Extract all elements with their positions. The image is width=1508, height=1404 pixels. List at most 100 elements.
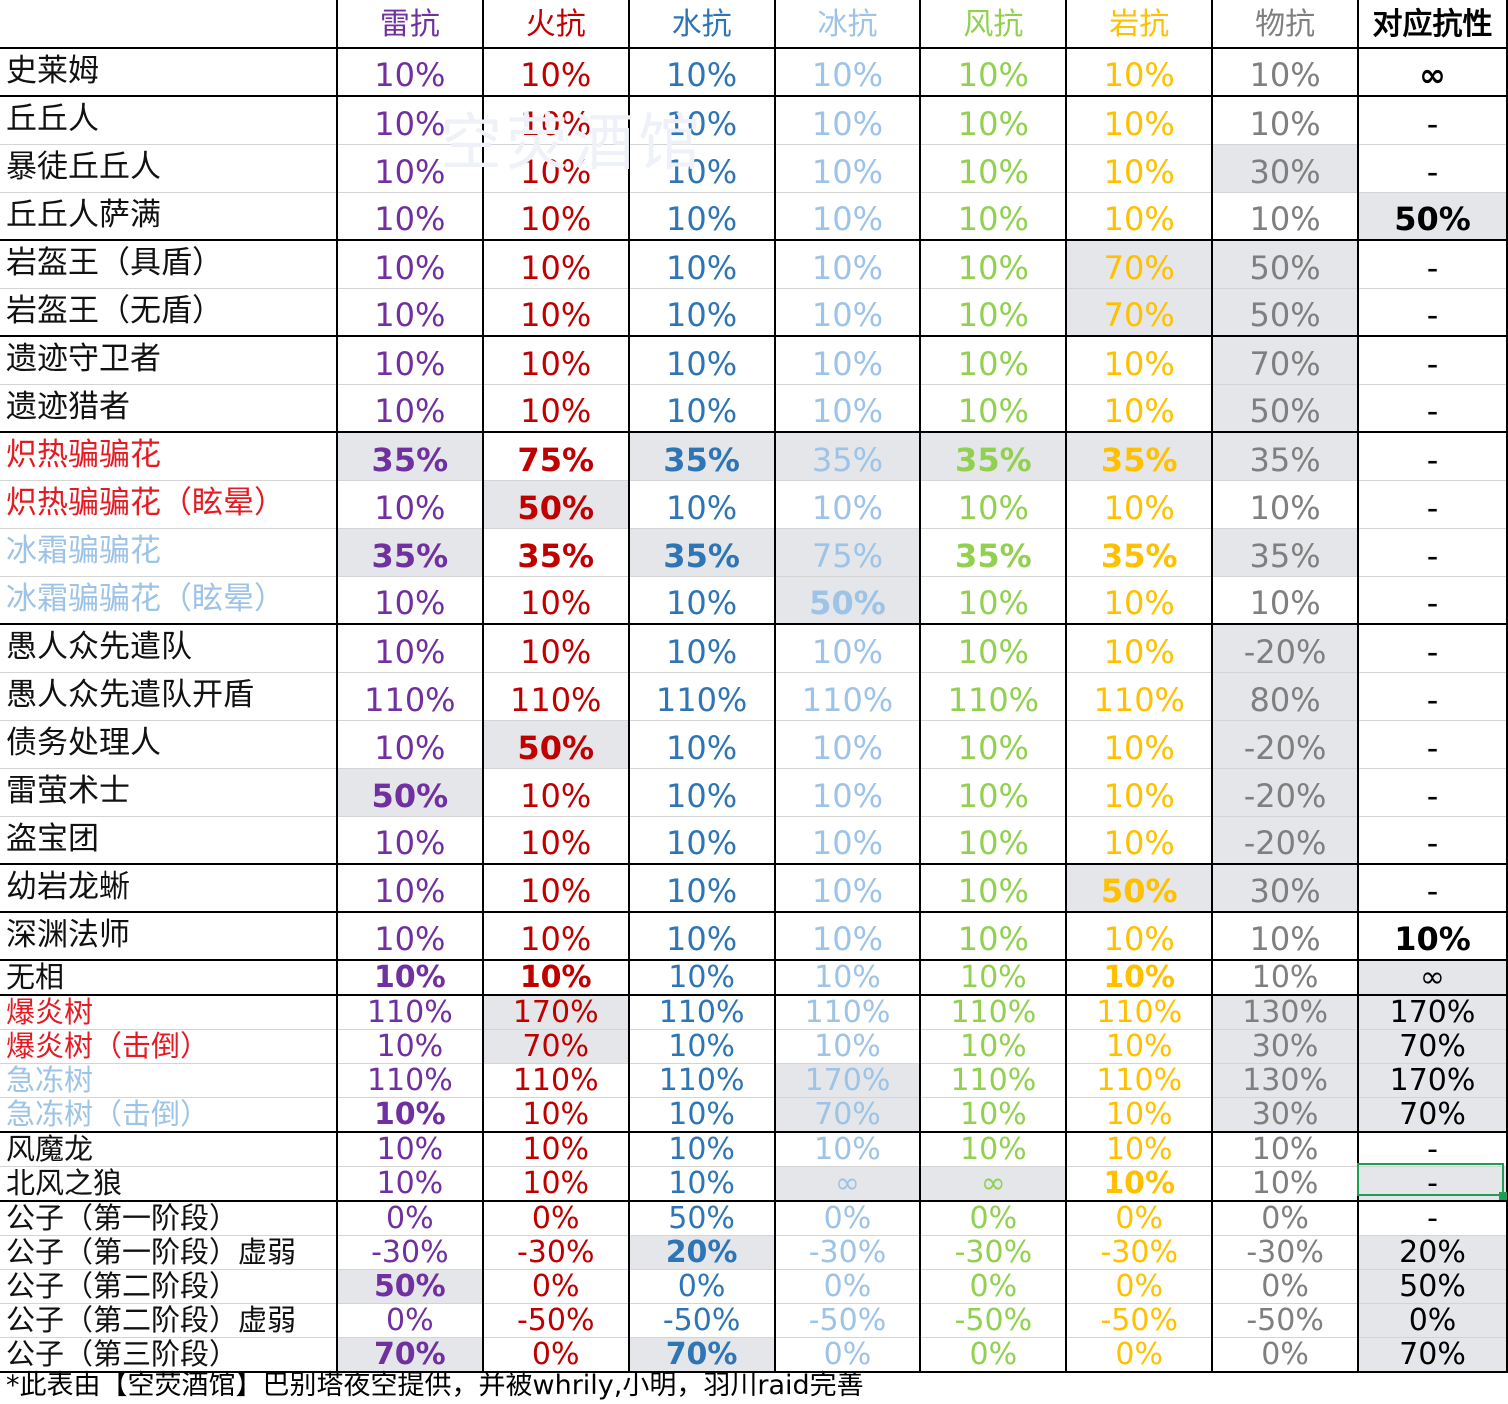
resistance-value-cell[interactable]: 10% xyxy=(1066,48,1212,96)
resistance-value-cell[interactable]: 0% xyxy=(1066,1201,1212,1236)
resistance-value-cell[interactable]: 10% xyxy=(775,48,921,96)
resistance-value-cell[interactable]: 50% xyxy=(629,1201,775,1236)
resistance-value-cell[interactable]: 70% xyxy=(1066,288,1212,336)
resistance-value-cell[interactable]: 35% xyxy=(1066,432,1212,480)
enemy-name-cell[interactable]: 冰霜骗骗花（眩晕） xyxy=(0,576,337,624)
enemy-name-cell[interactable]: 遗迹猎者 xyxy=(0,384,337,432)
resistance-value-cell[interactable]: 110% xyxy=(920,1064,1066,1098)
enemy-name-cell[interactable]: 公子（第二阶段）虚弱 xyxy=(0,1304,337,1338)
resistance-value-cell[interactable]: 110% xyxy=(775,672,921,720)
resistance-value-cell[interactable]: 10% xyxy=(775,288,921,336)
enemy-name-cell[interactable]: 岩盔王（无盾） xyxy=(0,288,337,336)
resistance-value-cell[interactable]: 10% xyxy=(1066,144,1212,192)
resistance-value-cell[interactable]: 110% xyxy=(1066,1064,1212,1098)
resistance-value-cell[interactable]: 70% xyxy=(629,1338,775,1373)
resistance-value-cell[interactable]: 0% xyxy=(1212,1201,1358,1236)
enemy-name-cell[interactable]: 炽热骗骗花 xyxy=(0,432,337,480)
resistance-value-cell[interactable]: 10% xyxy=(1212,192,1358,240)
resistance-value-cell[interactable]: 110% xyxy=(920,672,1066,720)
resistance-value-cell[interactable]: 130% xyxy=(1212,1064,1358,1098)
resistance-value-cell[interactable]: 170% xyxy=(1358,995,1507,1030)
resistance-value-cell[interactable]: 35% xyxy=(775,432,921,480)
resistance-value-cell[interactable]: 80% xyxy=(1212,672,1358,720)
resistance-value-cell[interactable]: 10% xyxy=(920,864,1066,912)
resistance-value-cell[interactable]: 70% xyxy=(483,1030,629,1064)
resistance-value-cell[interactable]: 35% xyxy=(337,528,483,576)
resistance-value-cell[interactable]: ∞ xyxy=(920,1167,1066,1202)
resistance-value-cell[interactable]: 10% xyxy=(775,192,921,240)
resistance-value-cell[interactable]: 70% xyxy=(1358,1098,1507,1133)
resistance-value-cell[interactable]: 110% xyxy=(483,672,629,720)
resistance-value-cell[interactable]: 10% xyxy=(337,720,483,768)
resistance-value-cell[interactable]: - xyxy=(1358,240,1507,288)
resistance-value-cell[interactable]: 10% xyxy=(629,1030,775,1064)
resistance-value-cell[interactable]: 10% xyxy=(920,192,1066,240)
enemy-name-cell[interactable]: 愚人众先遣队开盾 xyxy=(0,672,337,720)
resistance-value-cell[interactable]: 35% xyxy=(920,432,1066,480)
resistance-value-cell[interactable]: 0% xyxy=(920,1270,1066,1304)
enemy-name-cell[interactable]: 冰霜骗骗花 xyxy=(0,528,337,576)
resistance-value-cell[interactable]: -30% xyxy=(920,1236,1066,1270)
resistance-value-cell[interactable]: 10% xyxy=(629,768,775,816)
enemy-name-cell[interactable]: 愚人众先遣队 xyxy=(0,624,337,672)
enemy-name-cell[interactable]: 公子（第二阶段） xyxy=(0,1270,337,1304)
resistance-value-cell[interactable]: 0% xyxy=(483,1270,629,1304)
resistance-value-cell[interactable]: -30% xyxy=(337,1236,483,1270)
resistance-value-cell[interactable]: -20% xyxy=(1212,816,1358,864)
resistance-value-cell[interactable]: 10% xyxy=(775,816,921,864)
resistance-value-cell[interactable]: 10% xyxy=(483,1098,629,1133)
resistance-value-cell[interactable]: 10% xyxy=(920,720,1066,768)
resistance-value-cell[interactable]: 35% xyxy=(629,432,775,480)
enemy-name-cell[interactable]: 幼岩龙蜥 xyxy=(0,864,337,912)
resistance-value-cell[interactable]: 110% xyxy=(629,995,775,1030)
column-header[interactable]: 物抗 xyxy=(1212,0,1358,48)
resistance-value-cell[interactable]: 10% xyxy=(775,96,921,144)
resistance-value-cell[interactable]: 10% xyxy=(337,624,483,672)
resistance-value-cell[interactable]: 0% xyxy=(1212,1338,1358,1373)
resistance-value-cell[interactable]: 0% xyxy=(775,1201,921,1236)
resistance-value-cell[interactable]: 10% xyxy=(920,144,1066,192)
resistance-value-cell[interactable]: 10% xyxy=(337,96,483,144)
resistance-value-cell[interactable]: ∞ xyxy=(775,1167,921,1202)
resistance-value-cell[interactable]: 10% xyxy=(1212,96,1358,144)
resistance-value-cell[interactable]: -50% xyxy=(1212,1304,1358,1338)
resistance-value-cell[interactable]: 70% xyxy=(337,1338,483,1373)
resistance-value-cell[interactable]: 30% xyxy=(1212,864,1358,912)
resistance-value-cell[interactable]: -50% xyxy=(920,1304,1066,1338)
resistance-value-cell[interactable]: -20% xyxy=(1212,720,1358,768)
resistance-value-cell[interactable]: 10% xyxy=(920,576,1066,624)
resistance-value-cell[interactable]: 10% xyxy=(1066,816,1212,864)
enemy-name-cell[interactable]: 风魔龙 xyxy=(0,1132,337,1167)
resistance-value-cell[interactable]: 110% xyxy=(775,995,921,1030)
resistance-value-cell[interactable]: 10% xyxy=(483,144,629,192)
resistance-value-cell[interactable]: - xyxy=(1358,576,1507,624)
resistance-value-cell[interactable]: 10% xyxy=(337,288,483,336)
resistance-value-cell[interactable]: 10% xyxy=(775,960,921,995)
enemy-name-cell[interactable]: 史莱姆 xyxy=(0,48,337,96)
resistance-value-cell[interactable]: 50% xyxy=(337,768,483,816)
resistance-value-cell[interactable]: 10% xyxy=(1066,384,1212,432)
resistance-value-cell[interactable]: 0% xyxy=(1212,1270,1358,1304)
resistance-value-cell[interactable]: 110% xyxy=(337,995,483,1030)
resistance-value-cell[interactable]: 10% xyxy=(1066,336,1212,384)
resistance-value-cell[interactable]: 0% xyxy=(629,1270,775,1304)
resistance-value-cell[interactable]: - xyxy=(1358,816,1507,864)
resistance-value-cell[interactable]: 10% xyxy=(1358,912,1507,960)
resistance-value-cell[interactable]: 10% xyxy=(629,912,775,960)
resistance-value-cell[interactable]: - xyxy=(1358,1167,1507,1202)
enemy-name-cell[interactable]: 北风之狼 xyxy=(0,1167,337,1202)
resistance-value-cell[interactable]: 10% xyxy=(337,48,483,96)
enemy-name-cell[interactable]: 炽热骗骗花（眩晕） xyxy=(0,480,337,528)
resistance-value-cell[interactable]: 10% xyxy=(1066,96,1212,144)
column-header[interactable]: 水抗 xyxy=(629,0,775,48)
resistance-value-cell[interactable]: 10% xyxy=(920,384,1066,432)
resistance-value-cell[interactable]: 10% xyxy=(337,816,483,864)
resistance-value-cell[interactable]: 10% xyxy=(920,1132,1066,1167)
enemy-name-cell[interactable]: 丘丘人萨满 xyxy=(0,192,337,240)
resistance-value-cell[interactable]: 10% xyxy=(483,768,629,816)
resistance-value-cell[interactable]: 10% xyxy=(483,96,629,144)
resistance-value-cell[interactable]: 10% xyxy=(483,576,629,624)
enemy-name-cell[interactable]: 遗迹守卫者 xyxy=(0,336,337,384)
enemy-name-cell[interactable]: 爆炎树（击倒） xyxy=(0,1030,337,1064)
resistance-value-cell[interactable]: 50% xyxy=(1212,288,1358,336)
